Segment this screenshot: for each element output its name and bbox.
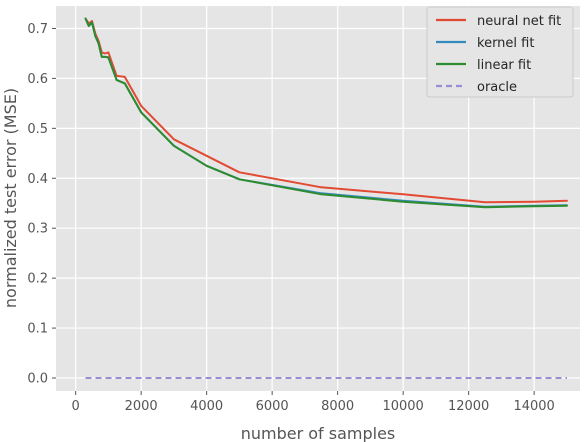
series-linear-fit-line [84,17,568,209]
x-tick-label: 12000 [448,399,489,414]
y-tick-label: 0.0 [27,372,48,387]
y-tick-label: 0.2 [27,272,48,287]
legend-label-linear-fit: linear fit [477,58,531,73]
x-tick-label: 10000 [382,399,423,414]
y-axis-label: normalized test error (MSE) [1,88,20,308]
y-tick-label: 0.1 [27,322,48,337]
grid-lines [52,6,580,395]
y-tick-labels: 0.0 0.1 0.2 0.3 0.4 0.5 0.6 0.7 [27,22,48,387]
legend-label-oracle: oracle [477,80,517,95]
y-tick-label: 0.7 [27,22,48,37]
x-tick-label: 6000 [256,399,289,414]
legend-label-neural-net-fit: neural net fit [477,14,561,29]
legend-label-kernel-fit: kernel fit [477,36,534,51]
legend-box [426,6,574,98]
x-tick-labels: 0 2000 4000 6000 8000 10000 12000 14000 [72,399,555,414]
legend: neural net fit kernel fit linear fit oracle [426,6,574,98]
x-tick-label: 14000 [513,399,554,414]
x-axis-label: number of samples [241,424,396,442]
y-tick-label: 0.6 [27,72,48,87]
x-tick-label: 2000 [125,399,158,414]
x-tick-label: 4000 [190,399,223,414]
y-tick-label: 0.5 [27,122,48,137]
x-tick-label: 0 [72,399,80,414]
x-tick-label: 8000 [321,399,354,414]
series-layer [84,17,568,379]
y-tick-label: 0.4 [27,172,48,187]
y-tick-label: 0.3 [27,222,48,237]
